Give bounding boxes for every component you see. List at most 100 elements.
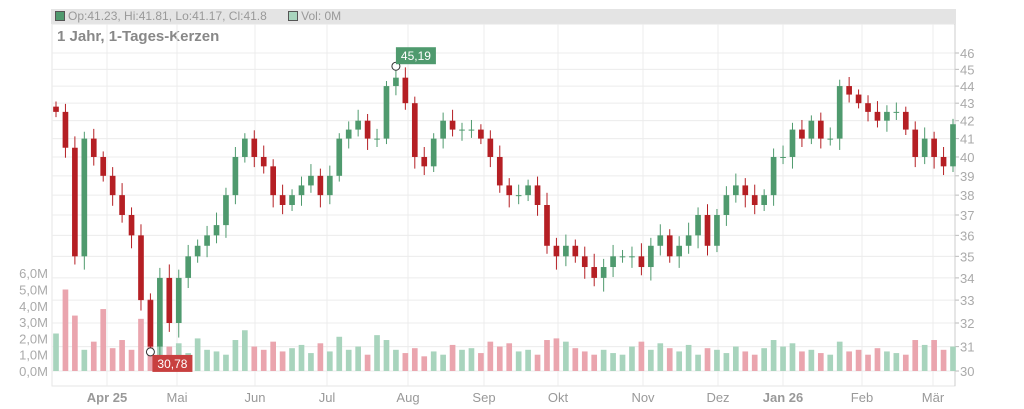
volume-bar xyxy=(478,353,484,371)
price-tick-label: 44 xyxy=(960,79,974,94)
candle-body xyxy=(931,138,937,157)
volume-tick-label: 3,0M xyxy=(19,315,48,330)
candle-body xyxy=(128,214,135,236)
candle-body xyxy=(223,195,229,226)
candle-body xyxy=(298,185,305,196)
volume-bar xyxy=(72,315,78,371)
volume-bar xyxy=(799,351,805,371)
price-tick-label: 34 xyxy=(960,271,974,286)
volume-bar xyxy=(53,333,59,371)
volume-bar xyxy=(459,349,465,371)
volume-bar xyxy=(345,349,352,371)
date-tick-label: Apr 25 xyxy=(87,390,127,405)
low-label: 30,78 xyxy=(157,357,187,371)
candle-body xyxy=(326,175,333,196)
date-tick-label: Dez xyxy=(706,390,729,405)
volume-bar xyxy=(534,354,541,371)
low-marker xyxy=(145,347,155,357)
candle-body xyxy=(175,277,182,324)
volume-bar xyxy=(232,340,239,371)
candle-body xyxy=(732,185,739,196)
volume-bar xyxy=(723,353,730,371)
candle-body xyxy=(893,111,900,113)
candle-body xyxy=(157,277,163,347)
volume-bar xyxy=(449,344,456,371)
candle-body xyxy=(799,129,805,139)
volume-tick-label: 5,0M xyxy=(19,283,48,298)
candle-body xyxy=(147,300,154,347)
price-tick-label: 41 xyxy=(960,132,974,147)
volume-bar xyxy=(619,354,626,371)
volume-tick-label: 4,0M xyxy=(19,299,48,314)
volume-bar xyxy=(893,353,900,371)
volume-bar xyxy=(921,344,928,371)
candle-body xyxy=(638,256,645,268)
volume-bar xyxy=(648,349,654,371)
volume-bar xyxy=(591,354,598,371)
volume-bar xyxy=(714,349,720,371)
candle-body xyxy=(525,185,531,196)
volume-bar xyxy=(902,354,909,371)
date-tick-label: Mai xyxy=(167,390,188,405)
candle-body xyxy=(751,195,758,205)
volume-bar xyxy=(685,344,692,371)
candle-body xyxy=(459,129,465,131)
volume-bar xyxy=(515,351,522,371)
candle-body xyxy=(619,256,626,258)
candle-body xyxy=(411,103,418,157)
volume-bar xyxy=(213,351,220,371)
candle-body xyxy=(902,111,909,130)
volume-bar xyxy=(374,335,380,371)
candle-body xyxy=(336,138,343,176)
candle-body xyxy=(761,195,767,205)
volume-bar xyxy=(326,351,333,371)
volume-bar xyxy=(90,341,97,371)
volume-bar xyxy=(270,341,277,371)
candle-body xyxy=(950,124,956,167)
volume-bar xyxy=(770,340,777,371)
volume-bar xyxy=(912,340,919,371)
candle-body xyxy=(242,138,248,157)
candle-body xyxy=(204,235,210,246)
candle-body xyxy=(279,195,286,205)
low-label-box xyxy=(152,354,193,372)
volume-bar xyxy=(761,348,767,371)
volume-bar xyxy=(100,309,107,371)
volume-bar xyxy=(62,289,69,371)
volume-bar xyxy=(487,341,494,371)
candle-body xyxy=(393,77,399,87)
volume-bar xyxy=(581,351,588,371)
volume-bar xyxy=(666,348,673,371)
volume-bar xyxy=(138,318,144,371)
candle-body xyxy=(827,138,834,140)
volume-bar xyxy=(411,348,418,371)
candle-body xyxy=(355,120,361,130)
price-tick-label: 45 xyxy=(960,62,974,77)
date-tick-label: Aug xyxy=(396,390,419,405)
candle-body xyxy=(317,175,324,196)
candle-body xyxy=(921,138,928,157)
candle-body xyxy=(704,214,711,246)
volume-bar xyxy=(251,346,258,371)
volume-bar xyxy=(298,344,305,371)
volume-bar xyxy=(808,349,815,371)
volume-bar xyxy=(260,349,267,371)
volume-bar xyxy=(884,351,890,371)
ohlc-swatch xyxy=(55,11,65,21)
price-tick-label: 33 xyxy=(960,293,974,308)
candle-body xyxy=(496,156,503,186)
volume-bar xyxy=(789,343,796,371)
volume-bar xyxy=(128,349,135,371)
volume-tick-label: 2,0M xyxy=(19,331,48,346)
price-tick-label: 42 xyxy=(960,114,974,129)
volume-bar xyxy=(742,351,749,371)
price-tick-label: 30 xyxy=(960,364,974,379)
candle-body xyxy=(81,138,88,257)
volume-bar xyxy=(364,354,371,371)
price-tick-label: 40 xyxy=(960,150,974,165)
volume-bar xyxy=(204,349,210,371)
candle-body xyxy=(440,120,446,139)
volume-bar xyxy=(563,341,569,371)
